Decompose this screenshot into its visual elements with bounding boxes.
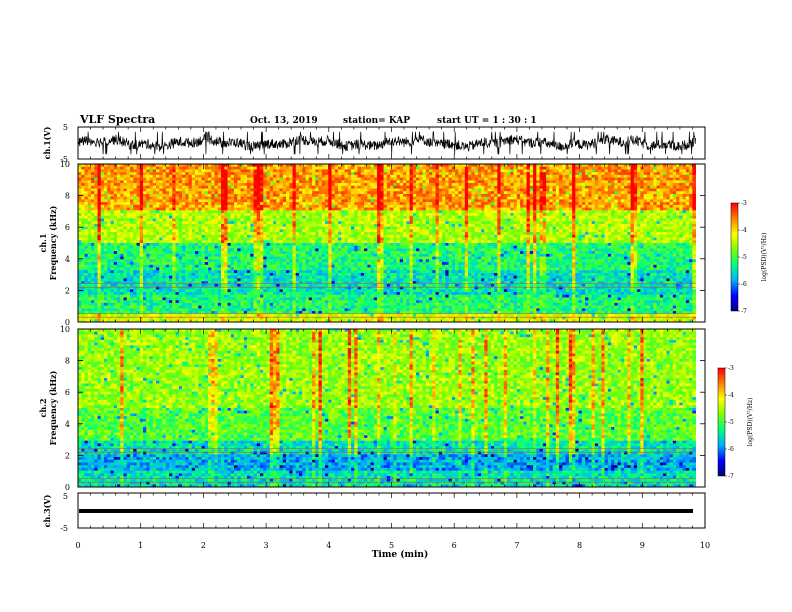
x-tick-label: 3: [264, 541, 269, 550]
ch1-colorbar-tick: -3: [741, 200, 747, 207]
ch3-y-axis-label: ch.3(V): [42, 494, 52, 527]
x-axis-ticks: [77, 127, 706, 528]
ch2-spec-y-tick: 6: [65, 388, 70, 397]
figure-title: VLF Spectra: [79, 113, 155, 126]
ch2-spec-y-tick: 0: [65, 483, 70, 492]
ch1-spec-y-tick: 0: [65, 318, 70, 327]
ch3-waveform-panel: 5 -5 ch.3(V): [42, 492, 706, 533]
ch3-y-tick-bottom: -5: [60, 524, 68, 533]
ch1-colorbar-tick: -4: [741, 227, 747, 234]
ch2-colorbar-tick: -7: [728, 473, 734, 480]
ch2-colorbar-tick: -6: [728, 446, 734, 453]
ch1-spec-y-tick: 10: [60, 160, 70, 169]
ch1-y-tick-bottom: -5: [60, 155, 68, 164]
ch2-spec-y-label-frequency: Frequency (kHz): [48, 370, 58, 445]
ch1-spec-y-tick: 6: [65, 223, 70, 232]
start-time-label: start UT = 1 : 30 : 1: [437, 116, 537, 126]
ch2-colorbar-tick: -4: [728, 392, 734, 399]
ch1-colorbar-tick: -6: [741, 281, 747, 288]
ch3-y-tick-top: 5: [63, 492, 68, 501]
ch1-spec-y-tick: 4: [65, 255, 70, 264]
ch1-spectrogram-panel: 0 2 4 6 8 10 ch.1 Frequency (kHz): [38, 160, 706, 327]
ch3-waveform-line: [79, 509, 693, 513]
ch1-spec-y-label-frequency: Frequency (kHz): [48, 205, 58, 280]
ch1-spec-y-label-channel: ch.1: [38, 233, 48, 252]
ch1-spec-y-tick: 2: [65, 286, 70, 295]
x-axis-title: Time (min): [372, 549, 429, 560]
ch2-spectrogram-image: [78, 329, 696, 488]
x-tick-label: 7: [514, 541, 519, 550]
ch1-waveform-panel: 5 -5 ch.1(V): [42, 123, 706, 164]
x-tick-label: 9: [640, 541, 645, 550]
ch1-spec-y-tick: 8: [65, 192, 70, 201]
ch1-colorbar-tick: -7: [741, 308, 747, 315]
x-tick-label: 0: [75, 541, 80, 550]
ch2-spectrogram-panel: 0 2 4 6 8 10 ch.2 Frequency (kHz): [38, 325, 706, 492]
x-tick-label: 8: [577, 541, 582, 550]
date-label: Oct. 13, 2019: [250, 116, 318, 126]
x-tick-label: 4: [326, 541, 331, 550]
x-axis-tick-labels: 0 1 2 3 4 5 6 7 8 9 10: [75, 541, 710, 550]
ch1-colorbar: -3 -4 -5 -6 -7 log(PSD)(V²/Hz): [730, 200, 768, 315]
ch2-spec-y-tick: 2: [65, 451, 70, 460]
ch1-colorbar-tick: -5: [741, 254, 747, 261]
ch1-y-tick-top: 5: [63, 123, 68, 132]
ch2-colorbar-tick: -3: [728, 365, 734, 372]
x-tick-label: 10: [700, 541, 710, 550]
ch2-colorbar-tick: -5: [728, 419, 734, 426]
ch2-spec-y-tick: 8: [65, 357, 70, 366]
station-label: station= KAP: [343, 116, 410, 126]
ch2-colorbar: -3 -4 -5 -6 -7 log(PSD)(V²/Hz): [717, 365, 754, 480]
ch2-spec-y-tick: 4: [65, 420, 70, 429]
ch1-y-axis-label: ch.1(V): [42, 126, 52, 159]
ch1-spectrogram-image: [78, 164, 696, 323]
x-tick-label: 1: [138, 541, 143, 550]
x-tick-label: 2: [201, 541, 206, 550]
ch1-waveform-line: [77, 131, 696, 155]
x-tick-label: 5: [389, 541, 394, 550]
ch2-colorbar-label: log(PSD)(V²/Hz): [747, 398, 754, 447]
ch1-colorbar-label: log(PSD)(V²/Hz): [761, 233, 768, 282]
x-tick-label: 6: [452, 541, 457, 550]
ch2-spec-y-label-channel: ch.2: [38, 398, 48, 417]
ch2-spec-y-tick: 10: [60, 325, 70, 334]
